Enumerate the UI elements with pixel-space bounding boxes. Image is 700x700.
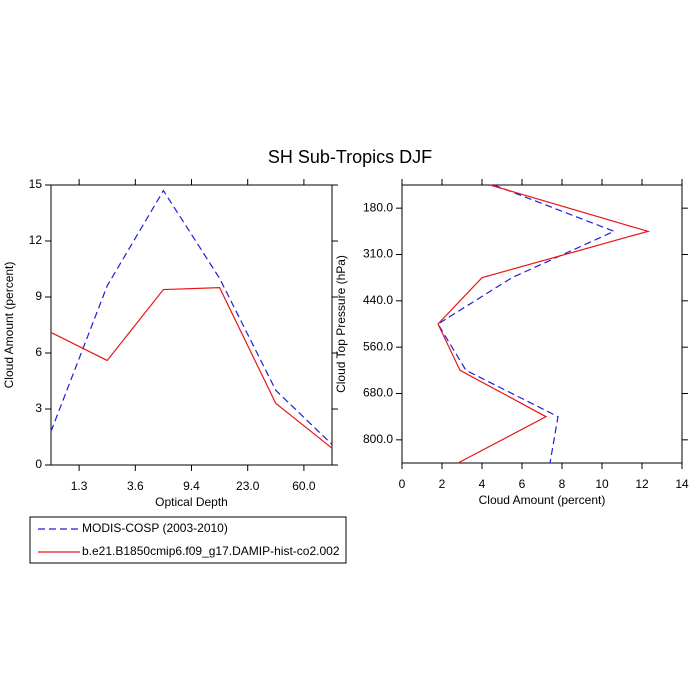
series-line <box>50 189 333 445</box>
legend-label: b.e21.B1850cmip6.f09_g17.DAMIP-hist-co2.… <box>82 544 340 558</box>
y-tick-label: 310.0 <box>363 247 393 261</box>
x-tick-label: 1.3 <box>71 479 88 493</box>
x-tick-label: 6 <box>519 477 526 491</box>
y-tick-label: 3 <box>35 401 42 415</box>
y-tick-label: 6 <box>35 345 42 359</box>
y-tick-label: 180.0 <box>363 200 393 214</box>
x-tick-label: 0 <box>399 477 406 491</box>
y-tick-label: 15 <box>29 177 43 191</box>
x-tick-label: 2 <box>439 477 446 491</box>
legend-box <box>29 516 347 564</box>
y-axis-label: Cloud Top Pressure (hPa) <box>334 255 348 393</box>
legend-label: MODIS-COSP (2003-2010) <box>82 521 228 535</box>
y-tick-label: 12 <box>29 233 43 247</box>
x-tick-label: 4 <box>479 477 486 491</box>
y-tick-label: 680.0 <box>363 386 393 400</box>
x-axis-label: Cloud Amount (percent) <box>479 493 606 507</box>
x-axis-label: Optical Depth <box>155 495 228 509</box>
x-tick-label: 8 <box>559 477 566 491</box>
y-tick-label: 560.0 <box>363 339 393 353</box>
y-tick-label: 440.0 <box>363 293 393 307</box>
x-tick-label: 60.0 <box>292 479 316 493</box>
series-line <box>437 184 616 464</box>
y-tick-label: 9 <box>35 289 42 303</box>
x-tick-label: 23.0 <box>236 479 260 493</box>
chart-title: SH Sub-Tropics DJF <box>268 147 432 167</box>
series-line <box>437 184 651 464</box>
y-tick-label: 0 <box>35 457 42 471</box>
x-tick-label: 3.6 <box>127 479 144 493</box>
plot-frame <box>50 184 333 466</box>
series-line <box>50 287 333 449</box>
plot-frame <box>401 184 683 464</box>
x-tick-label: 14 <box>675 477 689 491</box>
x-tick-label: 10 <box>595 477 609 491</box>
x-tick-label: 12 <box>635 477 649 491</box>
x-tick-label: 9.4 <box>183 479 200 493</box>
y-axis-label: Cloud Amount (percent) <box>2 262 16 389</box>
y-tick-label: 800.0 <box>363 432 393 446</box>
